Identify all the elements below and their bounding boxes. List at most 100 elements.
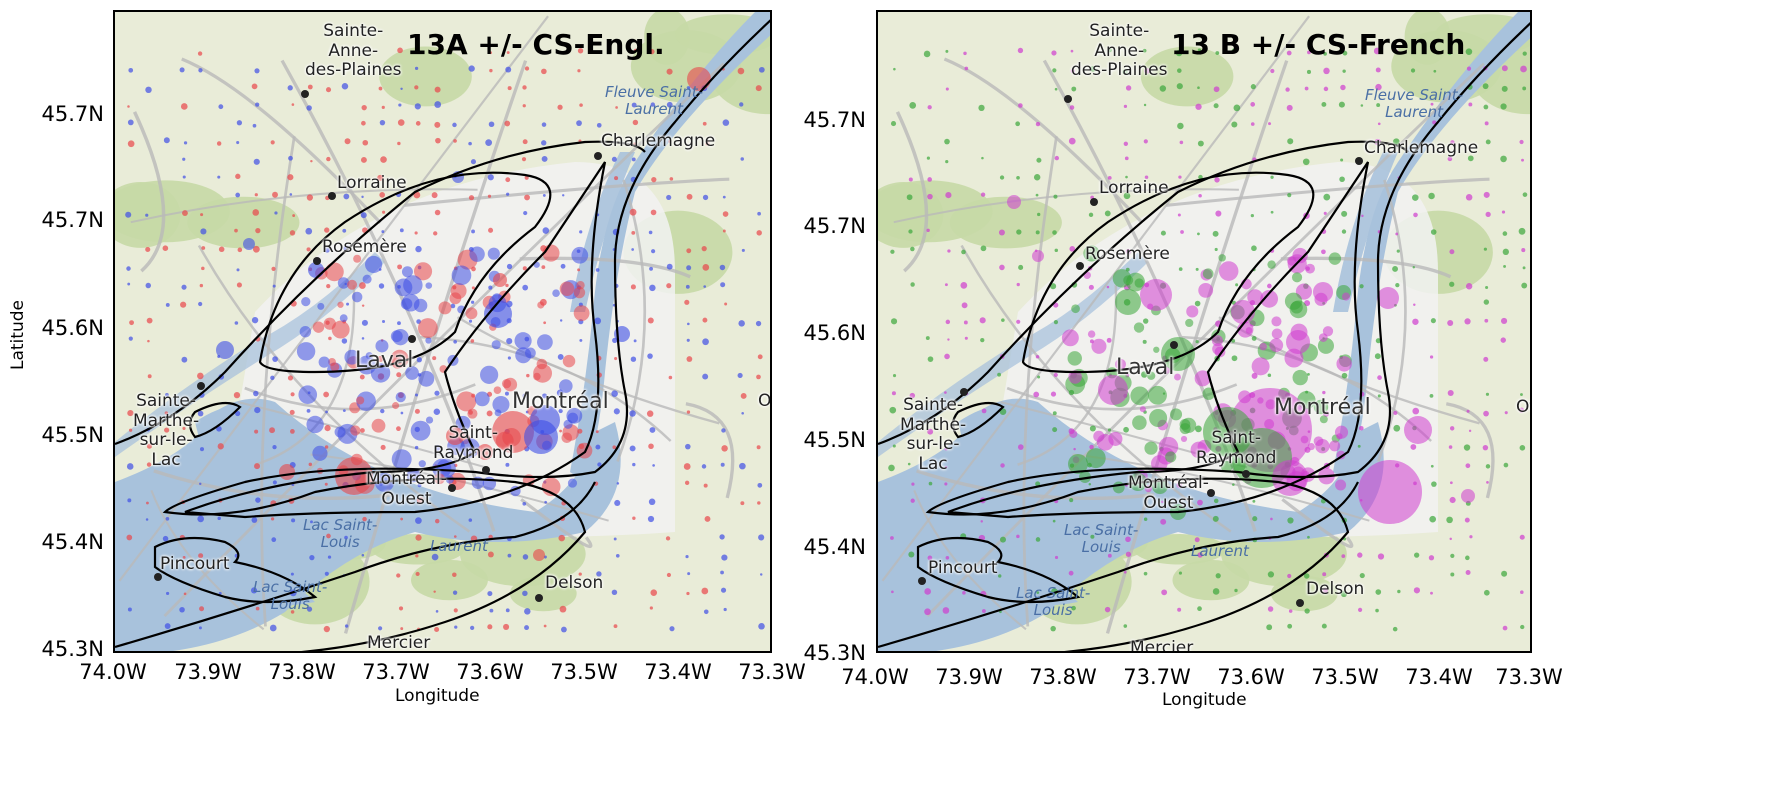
marker [489, 51, 492, 55]
road [1281, 498, 1354, 549]
marker [1197, 499, 1203, 506]
marker [234, 321, 239, 325]
marker [324, 425, 331, 432]
marker [375, 339, 389, 353]
road [118, 15, 549, 582]
marker [1054, 155, 1060, 161]
marker [237, 247, 243, 253]
marker [1395, 232, 1399, 236]
place-montreal-ouest: Montréal- Ouest [1128, 473, 1209, 513]
contour-line [916, 536, 1081, 604]
marker [980, 245, 987, 252]
marker [648, 230, 653, 235]
marker [1307, 535, 1310, 539]
marker [128, 428, 133, 432]
marker [435, 610, 439, 613]
marker [127, 119, 134, 126]
marker [1144, 441, 1158, 455]
marker [471, 286, 475, 290]
marker [381, 230, 385, 233]
place-dot [594, 152, 602, 160]
marker [344, 624, 349, 628]
marker [1430, 318, 1436, 324]
marker [1195, 425, 1202, 433]
contour-line [1021, 171, 1315, 374]
marker [379, 192, 385, 198]
marker [1251, 357, 1270, 376]
marker [145, 246, 151, 253]
marker [317, 302, 325, 310]
road [1017, 285, 1118, 466]
marker [417, 318, 438, 338]
marker [1270, 210, 1274, 214]
marker [1321, 101, 1327, 107]
marker [978, 104, 985, 111]
marker [1213, 103, 1219, 109]
marker [1518, 407, 1525, 413]
road [520, 498, 593, 549]
marker [288, 155, 293, 161]
marker [1410, 444, 1417, 450]
marker [371, 418, 386, 433]
marker [197, 410, 204, 417]
marker [397, 119, 405, 126]
marker [468, 319, 473, 323]
marker [1287, 256, 1297, 266]
marker [164, 623, 171, 629]
marker [350, 425, 361, 436]
marker [341, 338, 348, 344]
marker [908, 229, 913, 234]
marker [721, 554, 728, 561]
marker [702, 338, 709, 346]
marker [301, 297, 311, 307]
marker [980, 337, 985, 343]
marker [432, 356, 437, 361]
marker [1322, 390, 1326, 395]
marker [505, 283, 509, 288]
marker [146, 501, 149, 505]
marker [1071, 605, 1076, 611]
marker [1464, 318, 1471, 325]
marker [944, 466, 948, 469]
marker [416, 357, 422, 363]
marker [1068, 454, 1088, 474]
marker [1215, 51, 1220, 55]
marker [650, 209, 657, 216]
marker [1133, 322, 1145, 333]
marker [1447, 50, 1452, 55]
marker [236, 282, 242, 288]
marker [924, 608, 931, 616]
marker [506, 263, 513, 270]
marker [703, 609, 709, 615]
marker [493, 386, 502, 394]
marker [543, 624, 547, 628]
marker [559, 319, 563, 322]
marker [1520, 624, 1525, 630]
marker [893, 67, 896, 71]
marker [686, 356, 693, 362]
marker [629, 410, 636, 417]
marker [1430, 229, 1437, 235]
marker [1073, 447, 1076, 451]
marker [999, 536, 1007, 543]
marker [255, 606, 260, 611]
marker [453, 535, 457, 538]
marker [1250, 214, 1254, 218]
marker [344, 138, 351, 145]
marker [1035, 354, 1040, 359]
marker [1050, 283, 1057, 290]
marker [542, 227, 550, 234]
marker [685, 554, 689, 559]
marker [522, 104, 526, 108]
marker [998, 229, 1005, 236]
marker [1414, 552, 1420, 558]
contour-line [878, 481, 1359, 649]
marker [434, 627, 440, 633]
left-ytick: 45.3N [41, 637, 104, 661]
marker [1450, 140, 1455, 145]
marker [1290, 301, 1303, 314]
marker [397, 47, 403, 54]
marker [1018, 103, 1023, 108]
marker [1123, 104, 1128, 109]
marker [666, 68, 673, 75]
